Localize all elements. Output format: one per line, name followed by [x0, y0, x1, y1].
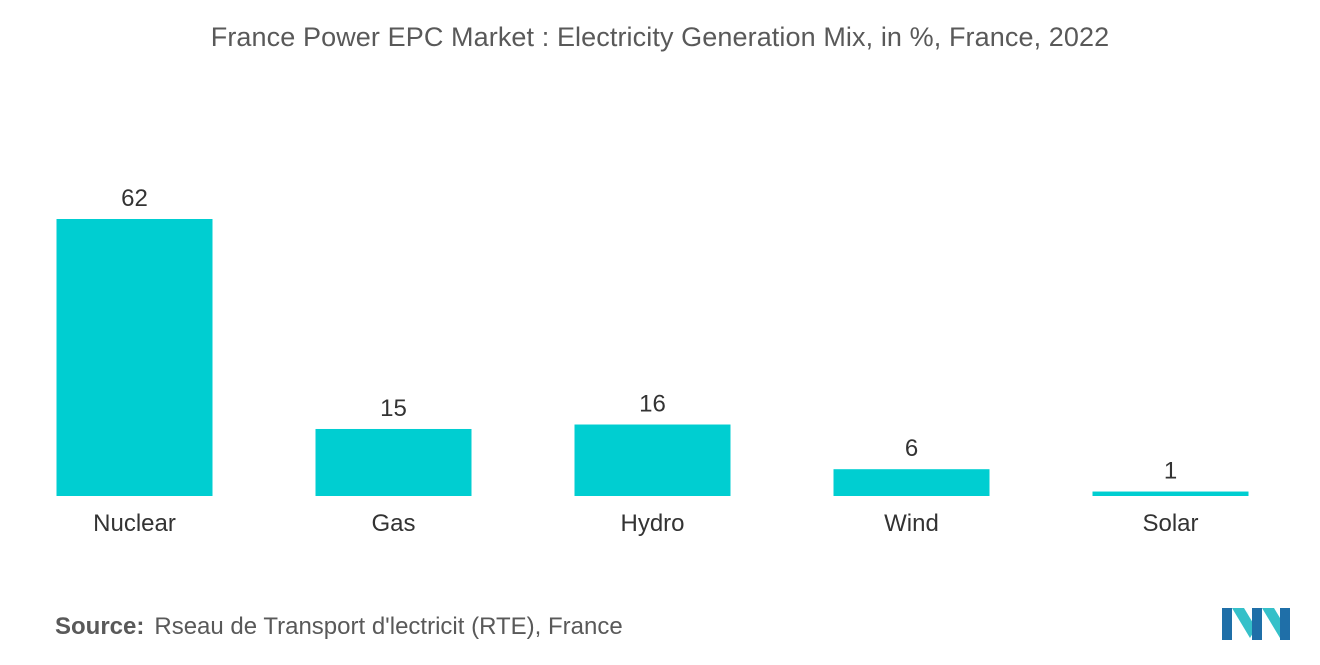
x-tick-label-nuclear: Nuclear [93, 510, 176, 537]
data-label-nuclear: 62 [121, 185, 148, 212]
bar-wind [833, 469, 990, 496]
chart-title: France Power EPC Market : Electricity Ge… [210, 22, 1110, 52]
x-tick-label-wind: Wind [884, 510, 939, 537]
source-text: Rseau de Transport d'lectricit (RTE), Fr… [154, 613, 623, 640]
data-label-hydro: 16 [639, 391, 666, 418]
bar-solar [1092, 491, 1249, 496]
data-label-wind: 6 [905, 435, 918, 462]
bar-nuclear [56, 219, 213, 496]
bar-gas [315, 428, 472, 496]
bar-hydro [574, 424, 731, 496]
source-note: Source: Rseau de Transport d'lectricit (R… [55, 613, 623, 641]
x-tick-label-gas: Gas [371, 510, 415, 537]
x-tick-label-hydro: Hydro [620, 510, 684, 537]
source-label: Source: [55, 613, 145, 640]
data-label-gas: 15 [380, 395, 407, 422]
x-tick-label-solar: Solar [1142, 510, 1198, 537]
mordor-intelligence-logo-icon [1222, 608, 1290, 640]
data-label-solar: 1 [1164, 458, 1177, 485]
